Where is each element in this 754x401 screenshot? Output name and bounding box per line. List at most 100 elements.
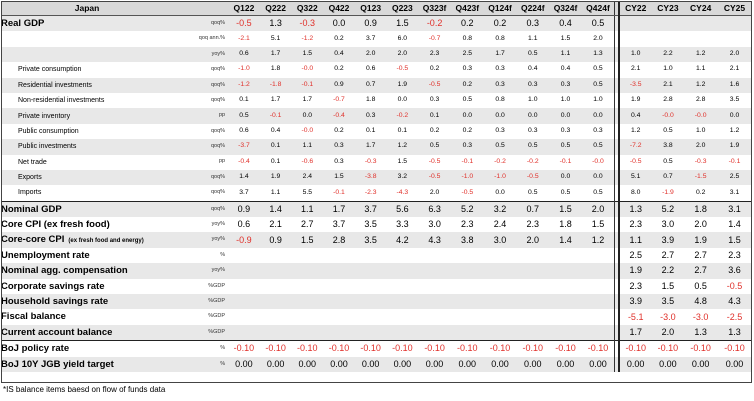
year-cell: 1.8 bbox=[684, 200, 718, 218]
quarter-cell: 0.00 bbox=[483, 356, 517, 372]
quarter-cell: -0.7 bbox=[428, 34, 441, 42]
table-row: Current account balance %GDP 1.7 2.0 1.3 1.3 bbox=[1, 324, 752, 341]
quarter-cell: -3.8 bbox=[354, 169, 387, 186]
quarter-cell: 0.0 bbox=[549, 108, 582, 124]
quarter-cell bbox=[516, 263, 550, 279]
year-cell: -0.10 bbox=[617, 340, 652, 357]
quarter-cell: 5.1 bbox=[270, 34, 281, 42]
quarter-cell: 1.0 bbox=[528, 96, 538, 104]
row-unit: % bbox=[173, 340, 229, 357]
year-cell: 1.0 bbox=[663, 65, 673, 73]
year-header: CY24 bbox=[684, 1, 718, 16]
quarter-header: Q324f bbox=[549, 1, 582, 16]
year-cell: 2.2 bbox=[651, 263, 685, 279]
quarter-cell: 0.3 bbox=[334, 157, 344, 165]
quarter-cell: 5.5 bbox=[302, 188, 313, 196]
row-unit: %GDP bbox=[208, 313, 226, 320]
table-row: BoJ policy rate% -0.10 -0.10 -0.10 -0.10 -0.1… bbox=[1, 340, 752, 357]
row-label: BoJ 10Y JGB yield target bbox=[1, 356, 174, 372]
quarter-cell: -0.6 bbox=[301, 157, 314, 165]
quarter-cell: -0.0 bbox=[592, 157, 604, 165]
row-label bbox=[1, 31, 173, 46]
year-cell: 1.6 bbox=[717, 77, 752, 93]
year-cell: 1.0 bbox=[695, 127, 706, 135]
table-row: Real GDP qoq% -0.5 1.3 -0.3 0.0 0.9 1.5 -0.2 0.2 0… bbox=[1, 15, 752, 32]
quarter-cell: 0.0 bbox=[291, 108, 324, 124]
year-cell: -3.0 bbox=[660, 311, 676, 322]
quarter-cell: 0.0 bbox=[581, 169, 615, 186]
quarter-cell: 0.4 bbox=[560, 65, 571, 73]
quarter-cell: 0.1 bbox=[365, 127, 376, 135]
quarter-cell: 1.0 bbox=[560, 96, 571, 104]
quarter-cell bbox=[387, 309, 419, 324]
quarter-cell bbox=[354, 294, 387, 310]
quarter-cell: 0.0 bbox=[450, 108, 484, 124]
row-label: Core CPI (ex fresh food) bbox=[1, 219, 110, 231]
row-unit: qoq ann.% bbox=[198, 35, 226, 42]
quarter-cell: -0.10 bbox=[418, 340, 451, 357]
year-cell: -0.10 bbox=[651, 340, 685, 357]
quarter-cell bbox=[582, 248, 615, 263]
quarter-cell: 0.00 bbox=[516, 356, 550, 372]
year-cell: 0.7 bbox=[651, 169, 685, 186]
year-cell: 4.3 bbox=[717, 294, 752, 310]
row-label: Fiscal balance bbox=[1, 311, 66, 323]
year-cell: 1.9 bbox=[617, 92, 652, 109]
quarter-cell: -0.1 bbox=[461, 157, 474, 165]
year-cell: -0.10 bbox=[717, 340, 752, 357]
quarter-cell: -1.0 bbox=[238, 65, 250, 73]
quarter-cell: -0.10 bbox=[450, 340, 484, 357]
table-row: Public consumption qoq% 0.6 0.4 -0.0 0.2 0.1 0.… bbox=[1, 123, 752, 140]
quarter-cell: 2.0 bbox=[354, 46, 387, 63]
quarter-header: Q322 bbox=[291, 1, 324, 16]
quarter-cell: -0.1 bbox=[559, 157, 572, 165]
quarter-cell: 1.8 bbox=[270, 65, 281, 73]
row-unit: % bbox=[173, 356, 229, 372]
quarter-cell: 0.1 bbox=[270, 157, 281, 165]
year-cell: 2.5 bbox=[617, 247, 652, 264]
quarter-cell bbox=[516, 324, 550, 341]
row-unit: yoy% bbox=[211, 221, 226, 228]
quarter-cell bbox=[260, 279, 292, 294]
row-label: Unemployment rate bbox=[1, 249, 90, 261]
year-cell: -0.0 bbox=[651, 108, 685, 124]
quarter-cell bbox=[483, 263, 517, 279]
row-unit: qoq% bbox=[173, 200, 229, 218]
quarter-cell: -2.3 bbox=[364, 188, 377, 196]
footnote: *IS balance items baesd on flow of funds… bbox=[3, 385, 166, 394]
table-row: Nominal GDP qoq% 0.9 1.4 1.1 1.7 3.7 5.6 6.3 5.2 3… bbox=[1, 200, 752, 218]
quarter-cell: 0.2 bbox=[429, 65, 440, 73]
quarter-header: Q224f bbox=[516, 1, 550, 16]
quarter-cell: 0.3 bbox=[462, 65, 473, 73]
quarter-cell: 0.3 bbox=[323, 139, 355, 155]
year-cell: 1.0 bbox=[617, 46, 652, 63]
year-cell: 2.8 bbox=[695, 96, 706, 104]
year-cell: 0.00 bbox=[617, 356, 652, 372]
quarter-cell bbox=[549, 294, 582, 310]
quarter-cell: 0.2 bbox=[450, 15, 484, 32]
quarter-cell: 1.2 bbox=[581, 232, 615, 248]
quarter-cell: 0.3 bbox=[549, 77, 582, 93]
quarter-cell: 0.2 bbox=[462, 127, 473, 135]
quarter-cell: 2.0 bbox=[593, 34, 603, 42]
quarter-cell: -0.5 bbox=[396, 65, 409, 73]
quarter-cell: 1.5 bbox=[386, 15, 419, 32]
quarter-cell bbox=[450, 263, 484, 279]
quarter-cell bbox=[581, 324, 615, 341]
quarter-cell: 1.7 bbox=[323, 200, 355, 218]
quarter-cell bbox=[323, 263, 355, 279]
row-label: Nominal agg. compensation bbox=[1, 263, 174, 279]
quarter-cell: 1.9 bbox=[386, 77, 419, 93]
year-cell: 2.1 bbox=[617, 62, 652, 78]
quarter-cell: 0.5 bbox=[581, 15, 615, 32]
quarter-cell bbox=[549, 248, 582, 263]
quarter-cell: -0.10 bbox=[323, 340, 355, 357]
quarter-cell bbox=[549, 263, 582, 279]
year-cell: 1.3 bbox=[717, 324, 752, 341]
quarter-cell: 1.1 bbox=[291, 200, 324, 218]
year-cell bbox=[617, 15, 652, 32]
quarter-cell: 0.3 bbox=[450, 139, 484, 155]
row-label: Non-residential investments bbox=[18, 97, 105, 105]
row-label: Current account balance bbox=[1, 324, 174, 341]
quarter-cell bbox=[291, 324, 324, 341]
